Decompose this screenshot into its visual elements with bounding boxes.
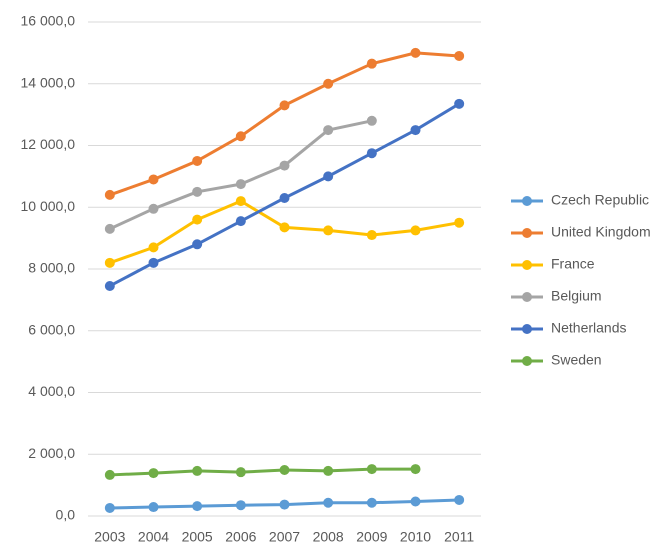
data-point: [235, 131, 246, 142]
legend-label: United Kingdom: [551, 224, 651, 240]
data-point: [323, 225, 334, 236]
data-point: [366, 58, 377, 69]
data-point: [279, 100, 290, 111]
data-point: [279, 160, 290, 171]
x-tick-label: 2003: [94, 529, 125, 545]
data-point: [366, 148, 377, 159]
legend-marker: [522, 196, 532, 206]
data-point: [454, 494, 465, 505]
data-point: [279, 222, 290, 233]
data-point: [323, 125, 334, 136]
data-point: [454, 50, 465, 61]
data-point: [410, 125, 421, 136]
legend-marker: [522, 292, 532, 302]
data-point: [410, 47, 421, 58]
x-tick-label: 2010: [400, 529, 431, 545]
legend-marker: [522, 260, 532, 270]
x-tick-label: 2007: [269, 529, 300, 545]
data-point: [279, 499, 290, 510]
data-point: [410, 464, 421, 475]
data-point: [235, 196, 246, 207]
y-tick-label: 16 000,0: [21, 13, 76, 29]
data-point: [235, 179, 246, 190]
x-tick-label: 2009: [356, 529, 387, 545]
data-point: [104, 257, 115, 268]
x-tick-label: 2006: [225, 529, 256, 545]
y-tick-label: 0,0: [56, 507, 76, 523]
data-point: [148, 242, 159, 253]
data-point: [148, 203, 159, 214]
data-point: [235, 216, 246, 227]
x-tick-label: 2008: [313, 529, 344, 545]
data-point: [279, 464, 290, 475]
data-point: [148, 502, 159, 513]
data-point: [323, 78, 334, 89]
data-point: [410, 225, 421, 236]
data-point: [323, 171, 334, 182]
data-point: [104, 502, 115, 513]
data-point: [148, 174, 159, 185]
legend-label: Sweden: [551, 352, 602, 368]
y-tick-label: 10 000,0: [21, 198, 76, 214]
data-point: [104, 189, 115, 200]
legend-label: France: [551, 256, 595, 272]
data-point: [366, 230, 377, 241]
data-point: [104, 223, 115, 234]
data-point: [148, 257, 159, 268]
data-point: [279, 192, 290, 203]
y-tick-label: 14 000,0: [21, 74, 76, 90]
data-point: [410, 496, 421, 507]
y-tick-label: 8 000,0: [28, 260, 75, 276]
data-point: [104, 469, 115, 480]
data-point: [366, 497, 377, 508]
legend-marker: [522, 228, 532, 238]
data-point: [235, 467, 246, 478]
y-tick-label: 6 000,0: [28, 321, 75, 337]
y-tick-label: 12 000,0: [21, 136, 76, 152]
legend-marker: [522, 356, 532, 366]
legend-label: Belgium: [551, 288, 602, 304]
data-point: [366, 464, 377, 475]
data-point: [148, 468, 159, 479]
data-point: [192, 239, 203, 250]
x-tick-label: 2004: [138, 529, 169, 545]
data-point: [192, 214, 203, 225]
data-point: [104, 280, 115, 291]
y-tick-label: 4 000,0: [28, 383, 75, 399]
legend-label: Czech Republic: [551, 192, 649, 208]
data-point: [454, 98, 465, 109]
data-point: [454, 217, 465, 228]
data-point: [366, 115, 377, 126]
series-line: [109, 467, 416, 477]
legend-marker: [522, 324, 532, 334]
data-point: [323, 465, 334, 476]
data-point: [323, 497, 334, 508]
y-tick-label: 2 000,0: [28, 445, 75, 461]
data-point: [192, 501, 203, 512]
series-line: [109, 51, 460, 197]
data-point: [192, 465, 203, 476]
x-tick-label: 2005: [182, 529, 213, 545]
legend-label: Netherlands: [551, 320, 627, 336]
data-point: [235, 500, 246, 511]
data-point: [192, 186, 203, 197]
data-point: [192, 155, 203, 166]
x-tick-label: 2011: [444, 529, 474, 545]
